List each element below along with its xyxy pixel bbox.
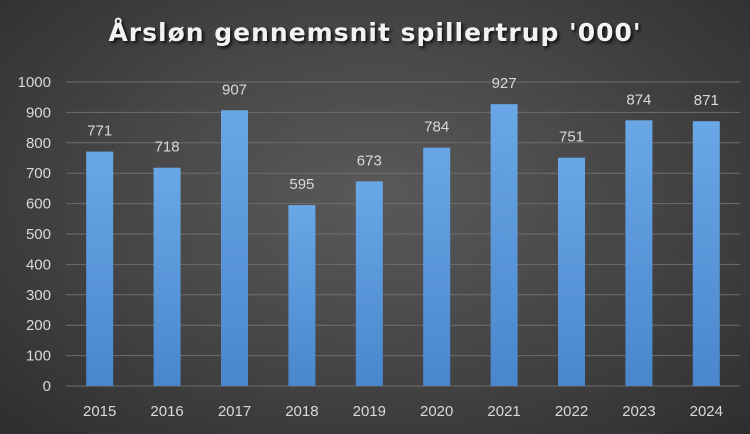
data-label-2024: 871 [694, 92, 719, 109]
y-axis-ticks: 0 100 200 300 400 500 600 700 800 900 1000 [18, 74, 51, 395]
y-tick-label: 300 [26, 287, 51, 304]
y-tick-label: 200 [26, 317, 51, 334]
bar-2019 [355, 181, 383, 386]
bars [86, 104, 720, 386]
y-tick-label: 400 [26, 256, 51, 273]
data-label-2018: 595 [289, 176, 314, 193]
x-tick-label-2016: 2016 [150, 403, 183, 420]
chart-title: Årsløn gennemsnit spillertrup '000' [108, 18, 642, 47]
x-tick-label-2024: 2024 [690, 403, 723, 420]
data-label-2022: 751 [559, 129, 584, 146]
x-axis-ticks: 2015 2016 2017 2018 2019 2020 2021 2022 2023 2024 [83, 403, 723, 420]
bar-2020 [423, 147, 451, 386]
y-tick-label: 0 [43, 378, 51, 395]
data-labels: 771 718 907 595 673 784 927 751 874 871 [87, 75, 719, 193]
x-tick-label-2020: 2020 [420, 403, 453, 420]
data-label-2023: 874 [626, 91, 651, 108]
y-tick-label: 1000 [18, 74, 51, 91]
y-tick-label: 500 [26, 226, 51, 243]
x-tick-label-2017: 2017 [218, 403, 251, 420]
data-label-2020: 784 [424, 119, 449, 136]
x-tick-label-2018: 2018 [285, 403, 318, 420]
x-tick-label-2021: 2021 [487, 403, 520, 420]
x-tick-label-2015: 2015 [83, 403, 116, 420]
bar-2015 [86, 151, 114, 386]
bar-2016 [153, 167, 181, 386]
bar-2017 [221, 110, 248, 386]
bar-2021 [490, 104, 518, 386]
y-tick-label: 100 [26, 348, 51, 365]
data-label-2021: 927 [492, 75, 517, 92]
bar-2024 [692, 121, 720, 386]
data-label-2019: 673 [357, 152, 382, 169]
data-label-2015: 771 [87, 123, 112, 140]
bar-2022 [558, 157, 585, 386]
bar-2018 [288, 205, 316, 386]
data-label-2017: 907 [222, 81, 247, 98]
bar-2023 [625, 120, 653, 386]
y-tick-label: 900 [26, 104, 51, 121]
x-tick-label-2023: 2023 [622, 403, 655, 420]
y-tick-label: 800 [26, 135, 51, 152]
y-tick-label: 700 [26, 165, 51, 182]
data-label-2016: 718 [155, 139, 180, 156]
x-tick-label-2022: 2022 [555, 403, 588, 420]
x-tick-label-2019: 2019 [353, 403, 386, 420]
y-tick-label: 600 [26, 196, 51, 213]
